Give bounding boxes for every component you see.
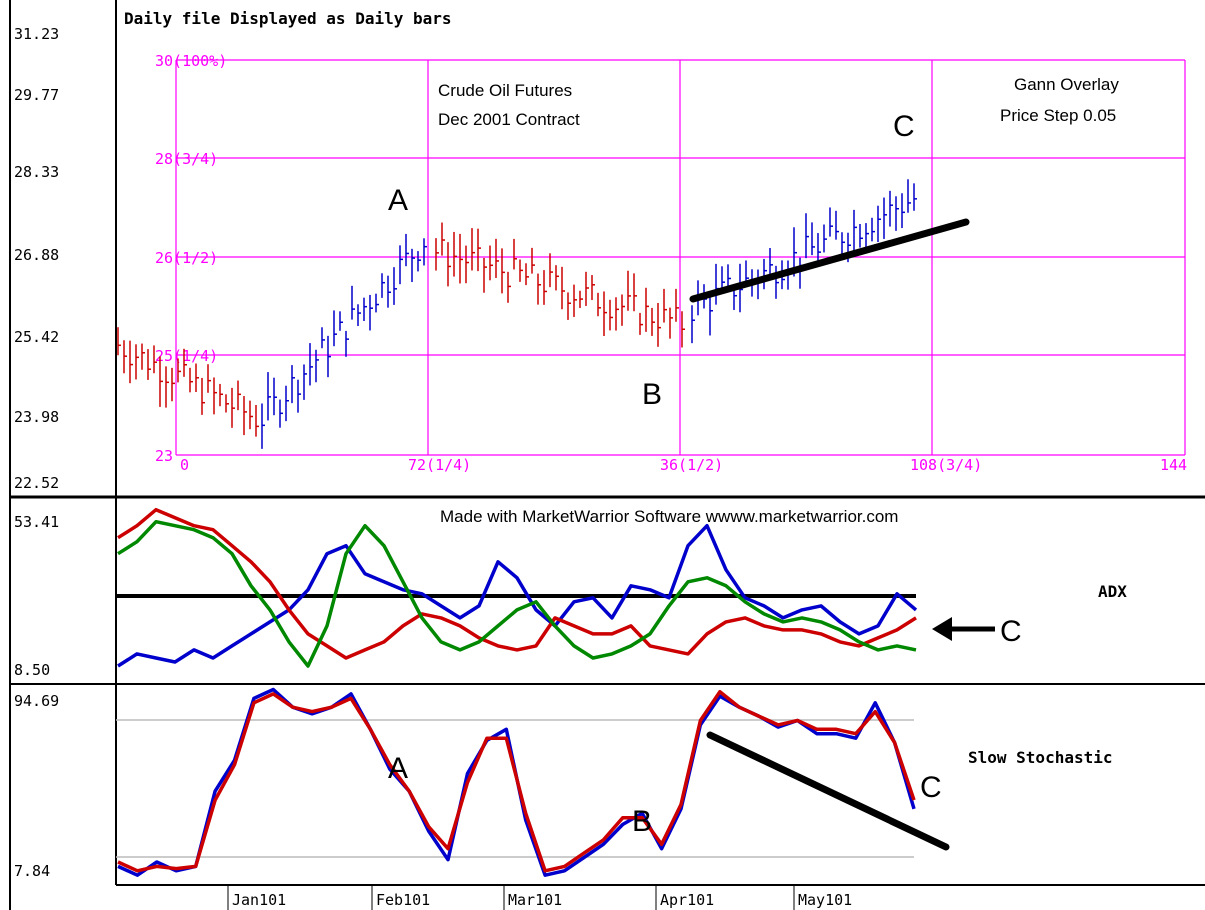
adx-series-0 — [117, 523, 918, 668]
gann-time-label: 36(1/2) — [660, 456, 723, 474]
adx-series-2 — [117, 519, 917, 668]
stoch-point-c: C — [920, 771, 942, 804]
annotation-instrument: Crude Oil Futures — [438, 81, 572, 100]
x-tick-label: Jan101 — [232, 891, 286, 909]
gann-price-label: 26(1/2) — [155, 249, 218, 267]
price-bars — [117, 179, 917, 449]
x-tick-label: Feb101 — [376, 891, 430, 909]
gann-time-label: 144 — [1160, 456, 1187, 474]
stoch-y-max: 94.69 — [14, 692, 59, 710]
gann-price-label: 28(3/4) — [155, 150, 218, 168]
stoch-point-b: B — [632, 805, 652, 838]
price-y-ticks: 31.23 29.77 28.33 26.88 25.42 23.98 22.5… — [14, 25, 59, 492]
adx-label: ADX — [1098, 582, 1127, 601]
gann-time-label: 108(3/4) — [910, 456, 982, 474]
adx-arrow-label: C — [1000, 615, 1022, 648]
x-axis-labels: Jan101 Feb101 Mar101 Apr101 May101 — [227, 885, 852, 910]
adx-y-max: 53.41 — [14, 513, 59, 531]
gann-price-labels: 30(100%) 28(3/4) 26(1/2) 25(1/4) 23 — [155, 52, 227, 465]
point-label-b: B — [642, 378, 662, 411]
y-tick-label: 22.52 — [14, 474, 59, 492]
adx-series-1 — [117, 507, 917, 660]
x-tick-label: Mar101 — [508, 891, 562, 909]
gann-time-label: 72(1/4) — [408, 456, 471, 474]
y-tick-label: 29.77 — [14, 86, 59, 104]
stoch-label: Slow Stochastic — [968, 748, 1113, 767]
chart-title: Daily file Displayed as Daily bars — [124, 9, 452, 28]
gann-grid — [175, 59, 1186, 456]
annotation-contract: Dec 2001 Contract — [438, 110, 580, 129]
stoch-y-min: 7.84 — [14, 862, 50, 880]
point-label-a: A — [388, 184, 408, 217]
adx-lines — [117, 507, 918, 668]
x-tick-label: Apr101 — [660, 891, 714, 909]
stoch-series-1 — [117, 689, 916, 873]
gann-time-labels: 0 72(1/4) 36(1/2) 108(3/4) 144 — [180, 456, 1187, 474]
stoch-point-a: A — [388, 752, 408, 785]
price-trendline — [689, 218, 970, 303]
y-tick-label: 26.88 — [14, 246, 59, 264]
point-label-c: C — [893, 110, 915, 143]
adx-y-min: 8.50 — [14, 661, 50, 679]
gann-price-label: 23 — [155, 447, 173, 465]
x-tick-label: May101 — [798, 891, 852, 909]
annotation-gann-overlay: Gann Overlay — [1014, 75, 1119, 94]
y-tick-label: 28.33 — [14, 163, 59, 181]
gann-price-label: 30(100%) — [155, 52, 227, 70]
stoch-trendline — [706, 731, 950, 851]
annotation-price-step: Price Step 0.05 — [1000, 106, 1116, 125]
gann-price-label: 25(1/4) — [155, 347, 218, 365]
y-tick-label: 31.23 — [14, 25, 59, 43]
adx-watermark: Made with MarketWarrior Software wwww.ma… — [440, 507, 898, 526]
stoch-lines — [117, 687, 916, 877]
adx-arrow — [932, 617, 995, 641]
y-tick-label: 23.98 — [14, 408, 59, 426]
gann-time-label: 0 — [180, 456, 189, 474]
y-tick-label: 25.42 — [14, 328, 59, 346]
